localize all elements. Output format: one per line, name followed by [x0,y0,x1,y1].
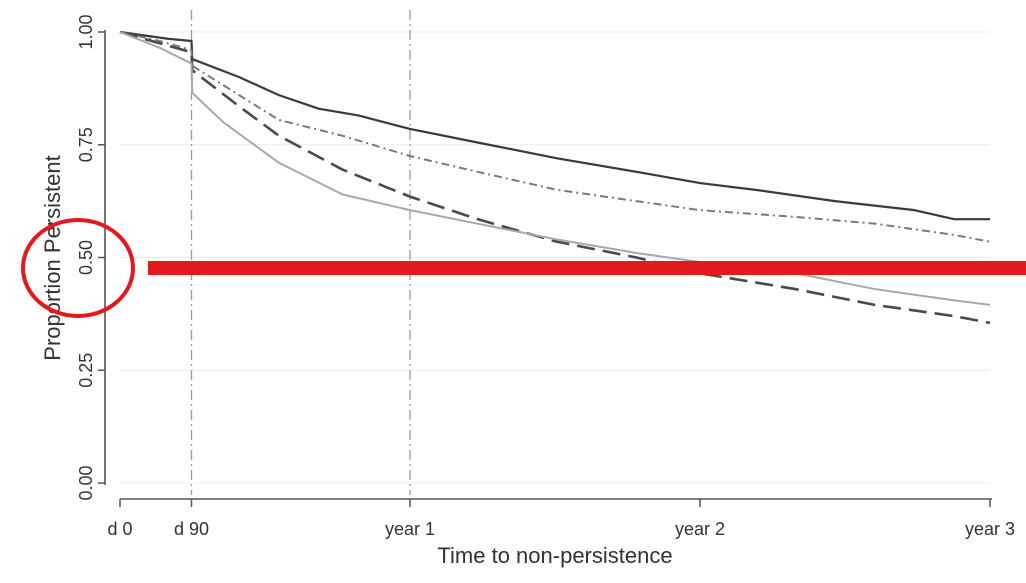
series-line-1 [119,31,991,243]
tick-layer: 0.00 0.25 0.50 0.75 1.00 d 0 d 90 year 1 year 2 y… [76,14,1015,539]
y-tick-label-4: 1.00 [76,14,96,49]
series-line-0 [119,30,990,221]
y-tick-label-1: 0.25 [76,353,96,388]
x-tick-label-3: year 2 [675,519,725,539]
x-tick-label-2: year 1 [385,519,435,539]
series-layer [119,30,991,325]
annotation-layer [21,218,1026,318]
y-axis-label: Proportion Persistent [40,155,65,360]
series-line-2 [119,30,991,325]
reference-lines [190,10,411,495]
y-tick-label-3: 0.75 [76,127,96,162]
series-line-3 [119,31,991,306]
y-tick-label-0: 0.00 [76,465,96,500]
annotation-red-line [148,261,1026,275]
x-tick-label-4: year 3 [965,519,1015,539]
x-tick-label-0: d 0 [107,519,132,539]
x-tick-label-1: d 90 [174,519,209,539]
annotation-circle [21,218,135,318]
x-axis-label: Time to non-persistence [437,543,672,568]
y-tick-label-2: 0.50 [76,240,96,275]
grid-layer [120,31,990,484]
